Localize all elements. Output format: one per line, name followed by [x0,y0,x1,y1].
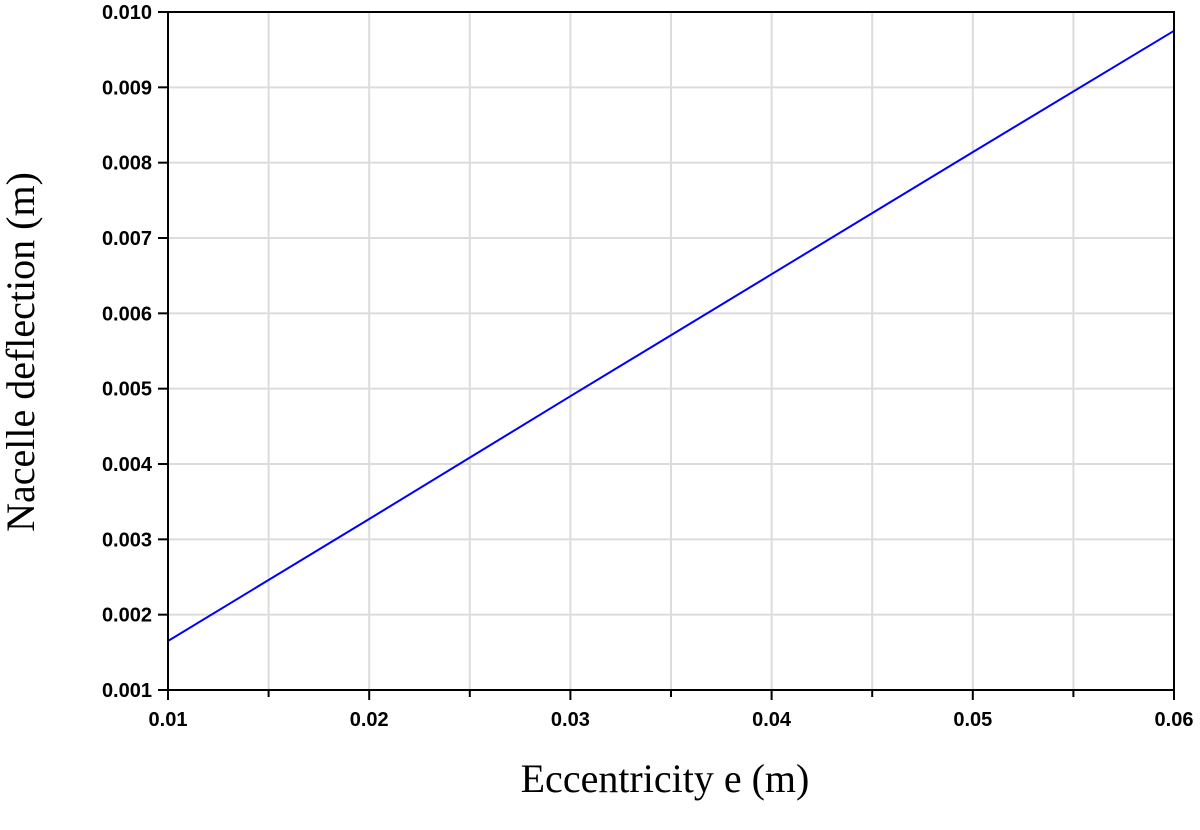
x-axis-title: Eccentricity e (m) [521,756,810,801]
y-tick-label: 0.010 [102,2,152,24]
series-line [167,29,1175,642]
x-tick-label: 0.03 [551,709,590,731]
y-tick-label: 0.008 [102,153,152,175]
y-tick-label: 0.001 [102,680,152,702]
y-tick-label: 0.004 [102,454,153,476]
x-tick-label: 0.04 [752,709,792,731]
x-tick-label: 0.01 [149,709,188,731]
y-tick-label: 0.006 [102,303,152,325]
x-tick-label: 0.05 [953,709,992,731]
x-tick-labels: 0.01 0.02 0.03 0.04 0.05 0.06 [149,709,1194,731]
x-tick-label: 0.06 [1155,709,1194,731]
x-tick-label: 0.02 [350,709,389,731]
y-axis-title: Nacelle deflection (m) [0,172,43,532]
y-tick-label: 0.009 [102,77,152,99]
y-tick-label: 0.005 [102,379,152,401]
y-tick-label: 0.007 [102,228,152,250]
y-tick-label: 0.002 [102,605,152,627]
series-layer [167,29,1175,642]
grid [168,12,1174,690]
y-tick-labels: 0.001 0.002 0.003 0.004 0.005 0.006 0.007 0.008… [102,2,153,702]
y-tick-label: 0.003 [102,529,152,551]
ticks [158,11,1175,700]
